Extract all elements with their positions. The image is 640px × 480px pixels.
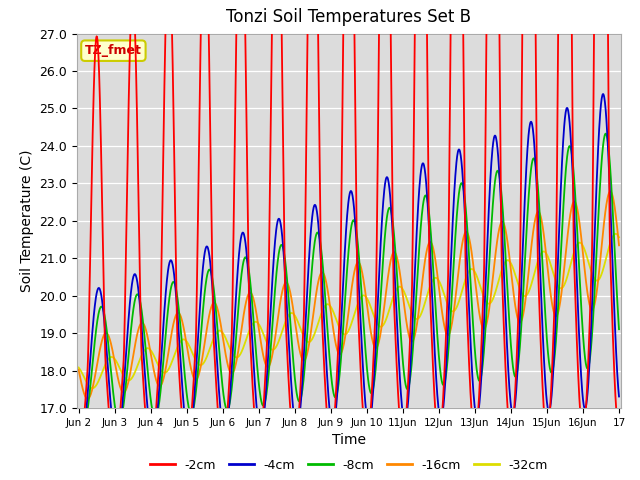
- Legend: -2cm, -4cm, -8cm, -16cm, -32cm: -2cm, -4cm, -8cm, -16cm, -32cm: [145, 454, 553, 477]
- Text: TZ_fmet: TZ_fmet: [85, 44, 142, 57]
- Y-axis label: Soil Temperature (C): Soil Temperature (C): [20, 150, 34, 292]
- Title: Tonzi Soil Temperatures Set B: Tonzi Soil Temperatures Set B: [227, 9, 471, 26]
- X-axis label: Time: Time: [332, 433, 366, 447]
